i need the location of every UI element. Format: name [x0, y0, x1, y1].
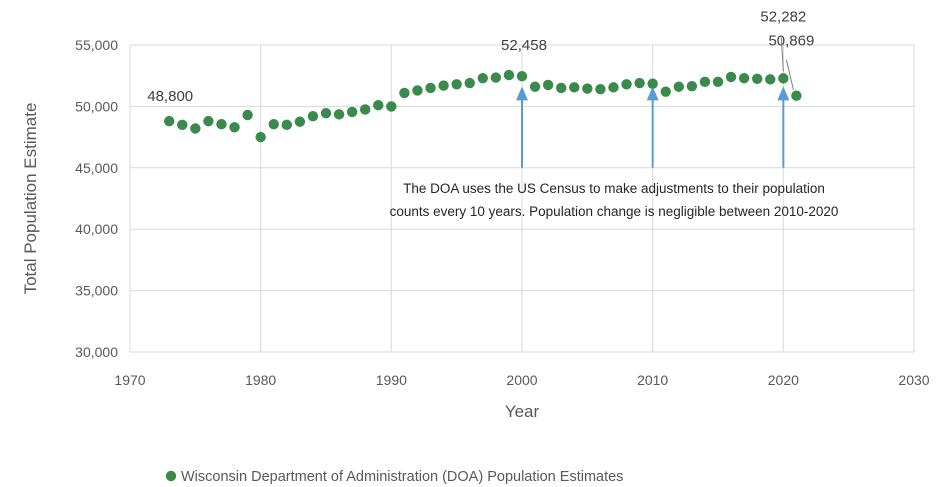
arrow-head: [516, 86, 528, 101]
y-tick-label: 40,000: [75, 221, 118, 237]
data-point: [190, 123, 201, 134]
y-tick-label: 55,000: [75, 37, 118, 53]
data-point: [686, 80, 698, 92]
x-tick-label: 2030: [898, 372, 929, 388]
x-tick-label: 1980: [245, 372, 276, 388]
leader-line: [780, 37, 784, 72]
data-point: [634, 77, 645, 89]
arrow-head: [646, 86, 659, 101]
data-point: [333, 109, 345, 120]
data-point: [438, 80, 449, 91]
data-point: [307, 111, 319, 122]
axis-titles: Year Total Population Estimate: [21, 103, 540, 421]
arrow-head: [777, 86, 790, 101]
data-point: [778, 73, 789, 84]
data-point: [164, 115, 175, 127]
data-point: [360, 104, 371, 115]
data-point: [738, 72, 750, 84]
data-point: [464, 77, 475, 89]
data-point: [346, 106, 358, 118]
y-axis-title: Total Population Estimate: [21, 103, 40, 295]
data-point: [542, 79, 554, 91]
data-point: [569, 82, 580, 93]
data-point: [281, 119, 292, 131]
annotation-line: The DOA uses the US Census to make adjus…: [403, 181, 825, 196]
data-point: [373, 99, 384, 111]
data-points: [164, 69, 802, 143]
data-point: [399, 87, 410, 99]
data-label: 48,800: [147, 88, 193, 105]
data-point: [595, 84, 606, 95]
data-point: [477, 72, 488, 84]
data-point: [177, 119, 188, 131]
x-tick-label: 2000: [506, 372, 537, 388]
data-point: [294, 116, 306, 127]
data-point: [203, 115, 214, 127]
data-point: [425, 82, 436, 94]
y-tick-label: 45,000: [75, 160, 118, 176]
data-point: [673, 81, 684, 92]
data-label: 52,282: [760, 8, 806, 25]
legend-marker: [165, 470, 177, 482]
data-point: [268, 119, 279, 130]
annotation-arrows: [516, 86, 790, 168]
leader-line: [785, 59, 794, 90]
data-label: 50,869: [768, 33, 814, 50]
axes: 30,000 35,000 40,000 45,000 50,000 55,000 1970…: [75, 37, 930, 388]
data-point: [216, 119, 227, 130]
data-point: [386, 101, 397, 112]
data-point: [516, 71, 528, 82]
data-point: [752, 73, 763, 84]
y-tick-label: 35,000: [75, 283, 118, 299]
data-point: [490, 72, 502, 83]
data-point: [242, 109, 253, 121]
x-axis-title: Year: [505, 402, 540, 421]
data-point: [791, 90, 802, 101]
legend: Wisconsin Department of Administration (…: [165, 469, 623, 485]
x-tick-label: 2010: [637, 372, 668, 388]
data-point: [412, 85, 423, 96]
data-point: [503, 69, 515, 81]
data-point: [529, 81, 541, 92]
data-point: [647, 78, 658, 89]
data-point: [725, 71, 737, 83]
data-point: [556, 82, 567, 94]
data-labels: 48,800 52,458 52,282 50,869: [147, 8, 814, 105]
x-tick-label: 1990: [376, 372, 407, 388]
data-point: [712, 76, 724, 88]
annotation-line: counts every 10 years. Population change…: [390, 204, 839, 219]
data-point: [660, 86, 671, 97]
y-tick-label: 30,000: [75, 344, 118, 360]
x-tick-label: 1970: [114, 372, 145, 388]
data-point: [699, 76, 711, 88]
data-point: [229, 122, 240, 133]
annotation-text: The DOA uses the US Census to make adjus…: [390, 181, 839, 219]
legend-label: Wisconsin Department of Administration (…: [181, 469, 623, 485]
data-point: [451, 79, 462, 90]
y-tick-label: 50,000: [75, 98, 118, 114]
data-point: [320, 107, 332, 119]
data-point: [255, 131, 266, 143]
x-tick-label: 2020: [768, 372, 799, 388]
data-point: [608, 82, 619, 93]
data-point: [621, 79, 632, 90]
data-point: [765, 74, 776, 85]
data-point: [582, 83, 593, 94]
data-label: 52,458: [501, 37, 547, 54]
